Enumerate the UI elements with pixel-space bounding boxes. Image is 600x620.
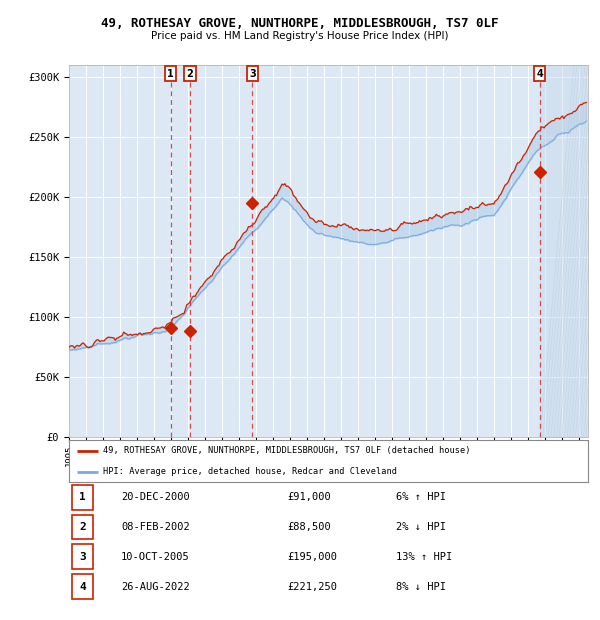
Text: 3: 3 [249, 69, 256, 79]
Text: 6% ↑ HPI: 6% ↑ HPI [396, 492, 446, 502]
Text: 10-OCT-2005: 10-OCT-2005 [121, 552, 190, 562]
Text: 20-DEC-2000: 20-DEC-2000 [121, 492, 190, 502]
Text: HPI: Average price, detached house, Redcar and Cleveland: HPI: Average price, detached house, Redc… [103, 467, 397, 476]
FancyBboxPatch shape [71, 574, 94, 599]
Text: 8% ↓ HPI: 8% ↓ HPI [396, 582, 446, 591]
Text: 13% ↑ HPI: 13% ↑ HPI [396, 552, 452, 562]
FancyBboxPatch shape [71, 485, 94, 510]
Text: 2% ↓ HPI: 2% ↓ HPI [396, 522, 446, 532]
Text: £88,500: £88,500 [287, 522, 331, 532]
FancyBboxPatch shape [71, 515, 94, 539]
Text: 2: 2 [79, 522, 86, 532]
Text: £221,250: £221,250 [287, 582, 337, 591]
Text: 08-FEB-2002: 08-FEB-2002 [121, 522, 190, 532]
Text: £91,000: £91,000 [287, 492, 331, 502]
Text: 1: 1 [79, 492, 86, 502]
Text: £195,000: £195,000 [287, 552, 337, 562]
Text: 26-AUG-2022: 26-AUG-2022 [121, 582, 190, 591]
Text: Price paid vs. HM Land Registry's House Price Index (HPI): Price paid vs. HM Land Registry's House … [151, 31, 449, 41]
Text: 3: 3 [79, 552, 86, 562]
FancyBboxPatch shape [71, 544, 94, 569]
Text: 49, ROTHESAY GROVE, NUNTHORPE, MIDDLESBROUGH, TS7 0LF (detached house): 49, ROTHESAY GROVE, NUNTHORPE, MIDDLESBR… [103, 446, 470, 455]
Text: 49, ROTHESAY GROVE, NUNTHORPE, MIDDLESBROUGH, TS7 0LF: 49, ROTHESAY GROVE, NUNTHORPE, MIDDLESBR… [101, 17, 499, 30]
Text: 2: 2 [187, 69, 193, 79]
Text: 1: 1 [167, 69, 174, 79]
Text: 4: 4 [79, 582, 86, 591]
Text: 4: 4 [536, 69, 543, 79]
